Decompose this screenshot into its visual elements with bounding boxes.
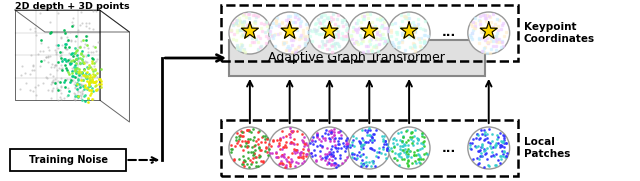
- Circle shape: [269, 12, 310, 54]
- Circle shape: [308, 12, 350, 54]
- Polygon shape: [281, 22, 298, 38]
- FancyBboxPatch shape: [10, 149, 127, 171]
- Circle shape: [269, 127, 310, 169]
- Circle shape: [348, 127, 390, 169]
- Text: ...: ...: [442, 142, 456, 155]
- Circle shape: [468, 127, 509, 169]
- Text: Adaptive Graph Transformer: Adaptive Graph Transformer: [268, 52, 445, 64]
- Polygon shape: [241, 22, 259, 38]
- Circle shape: [229, 12, 271, 54]
- Circle shape: [229, 127, 271, 169]
- Polygon shape: [401, 22, 418, 38]
- Text: Local
Patches: Local Patches: [524, 137, 570, 159]
- Circle shape: [308, 127, 350, 169]
- Text: Keypoint
Coordinates: Keypoint Coordinates: [524, 22, 595, 44]
- Text: ...: ...: [442, 26, 456, 39]
- Text: 2D depth + 3D points: 2D depth + 3D points: [15, 2, 130, 11]
- Polygon shape: [480, 22, 497, 38]
- Circle shape: [468, 12, 509, 54]
- FancyBboxPatch shape: [229, 40, 484, 76]
- Circle shape: [388, 127, 430, 169]
- Circle shape: [388, 12, 430, 54]
- Circle shape: [348, 12, 390, 54]
- Polygon shape: [361, 22, 378, 38]
- Polygon shape: [321, 22, 338, 38]
- Text: Training Noise: Training Noise: [29, 155, 108, 165]
